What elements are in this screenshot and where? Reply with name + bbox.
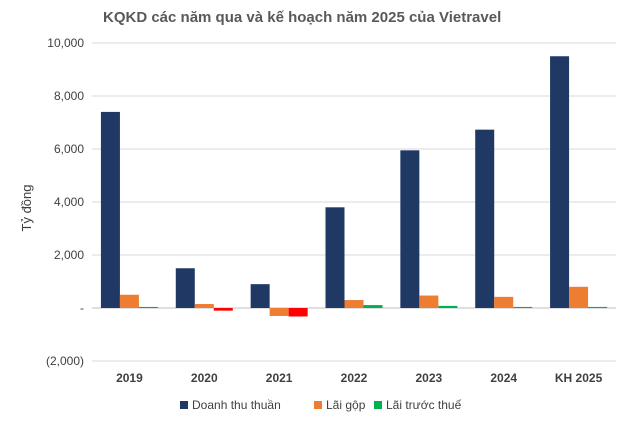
legend-label: Lãi gộp bbox=[326, 398, 366, 412]
bar bbox=[438, 305, 458, 308]
bar bbox=[363, 305, 383, 308]
bar bbox=[513, 306, 533, 308]
legend-swatch bbox=[180, 401, 188, 409]
y-axis-label: Tỷ đồng bbox=[19, 185, 34, 232]
bar bbox=[494, 296, 514, 308]
y-tick-label: 4,000 bbox=[54, 195, 84, 209]
bar bbox=[100, 111, 120, 309]
y-tick-label: (2,000) bbox=[46, 354, 84, 368]
legend-label: Doanh thu thuần bbox=[192, 398, 281, 412]
legend: Doanh thu thuần Lãi gộp Lãi trước thuế bbox=[180, 398, 462, 412]
bar bbox=[250, 284, 270, 308]
bar bbox=[569, 286, 589, 308]
x-category-label: 2022 bbox=[341, 371, 368, 385]
legend-swatch bbox=[314, 401, 322, 409]
bar bbox=[269, 308, 289, 316]
x-category-label: 2020 bbox=[191, 371, 218, 385]
bar bbox=[475, 129, 495, 308]
chart-title: KQKD các năm qua và kế hoạch năm 2025 củ… bbox=[103, 9, 501, 26]
bar bbox=[288, 308, 308, 317]
y-axis-ticks: (2,000) - 2,000 4,000 6,000 8,000 10,000 bbox=[46, 36, 84, 368]
y-tick-label: - bbox=[80, 301, 84, 315]
bar bbox=[175, 268, 195, 308]
x-category-label: KH 2025 bbox=[555, 371, 603, 385]
legend-label: Lãi trước thuế bbox=[386, 398, 462, 412]
bar bbox=[119, 294, 139, 308]
y-tick-label: 8,000 bbox=[54, 89, 84, 103]
x-category-label: 2024 bbox=[490, 371, 517, 385]
legend-swatch bbox=[374, 401, 382, 409]
y-tick-label: 2,000 bbox=[54, 248, 84, 262]
bar bbox=[213, 308, 233, 311]
x-axis-categories: 2019 2020 2021 2022 2023 2024 KH 2025 bbox=[116, 371, 602, 385]
x-category-label: 2021 bbox=[266, 371, 293, 385]
bar bbox=[194, 304, 214, 308]
x-category-label: 2023 bbox=[416, 371, 443, 385]
bar bbox=[138, 306, 158, 308]
y-tick-label: 10,000 bbox=[47, 36, 84, 50]
bar bbox=[344, 300, 364, 308]
x-category-label: 2019 bbox=[116, 371, 143, 385]
bar-layer bbox=[100, 56, 608, 317]
grid-layer bbox=[92, 42, 616, 362]
y-tick-label: 6,000 bbox=[54, 142, 84, 156]
bar bbox=[588, 306, 608, 308]
bar bbox=[550, 56, 570, 308]
bar bbox=[400, 150, 420, 308]
bar bbox=[325, 207, 345, 308]
bar bbox=[419, 295, 439, 308]
